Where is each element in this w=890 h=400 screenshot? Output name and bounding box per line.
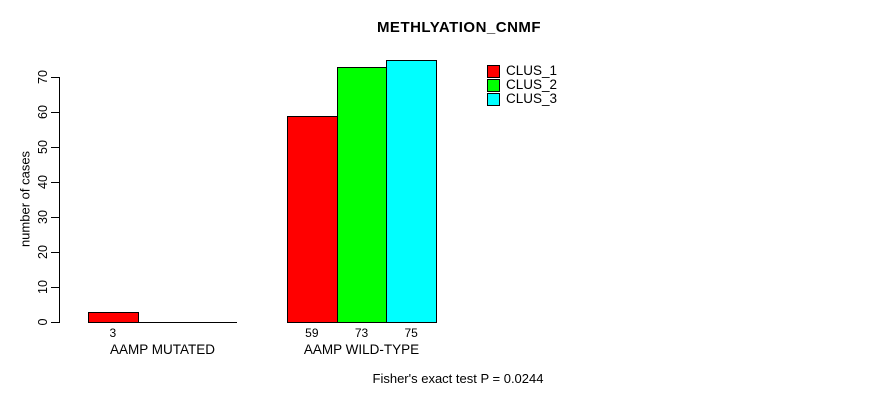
bar-clus_1-group1 [88, 311, 139, 323]
legend-swatch-clus_2 [487, 78, 500, 92]
y-axis-tick [51, 252, 59, 253]
chart-title: METHLYATION_CNMF [376, 19, 542, 36]
legend-swatch-clus_3 [487, 92, 500, 106]
y-axis-tick [51, 77, 59, 78]
legend-label-clus_2: CLUS_2 [506, 77, 558, 92]
legend-label-clus_3: CLUS_3 [506, 91, 558, 106]
y-tick-label: 50 [36, 140, 50, 154]
y-axis-tick [51, 322, 59, 323]
bar-clus_1-group2 [287, 115, 338, 323]
y-tick-label: 10 [36, 280, 50, 294]
legend-item-clus_1: CLUS_1 [487, 64, 557, 78]
fisher-test-annotation: Fisher's exact test P = 0.0244 [372, 371, 544, 386]
legend-swatch-clus_1 [487, 64, 500, 78]
bar-value-label: 73 [354, 326, 369, 340]
y-axis-tick [51, 287, 59, 288]
y-tick-label: 40 [36, 175, 50, 189]
bar-value-label: 59 [305, 326, 319, 340]
y-axis-tick [51, 147, 59, 148]
bar-clus_2-group2 [336, 66, 388, 323]
legend-label-clus_1: CLUS_1 [506, 63, 558, 78]
y-axis-tick [51, 182, 59, 183]
group-baseline [88, 322, 237, 323]
y-axis-line [59, 77, 60, 323]
bar-value-label: 75 [404, 326, 418, 340]
bar-clus_3-group2 [386, 59, 437, 323]
x-group-label: AAMP WILD-TYPE [303, 342, 420, 357]
x-group-label: AAMP MUTATED [109, 342, 216, 357]
y-tick-label: 30 [36, 210, 50, 224]
legend: CLUS_1 CLUS_2 CLUS_3 [487, 64, 557, 106]
y-axis-tick [51, 217, 59, 218]
legend-item-clus_3: CLUS_3 [487, 92, 557, 106]
bar-value-label: 3 [109, 326, 117, 340]
y-tick-label: 70 [36, 70, 50, 84]
y-axis-tick [51, 112, 59, 113]
y-tick-label: 0 [36, 318, 50, 326]
y-tick-label: 20 [36, 245, 50, 259]
y-tick-label: 60 [36, 105, 50, 119]
legend-item-clus_2: CLUS_2 [487, 78, 557, 92]
